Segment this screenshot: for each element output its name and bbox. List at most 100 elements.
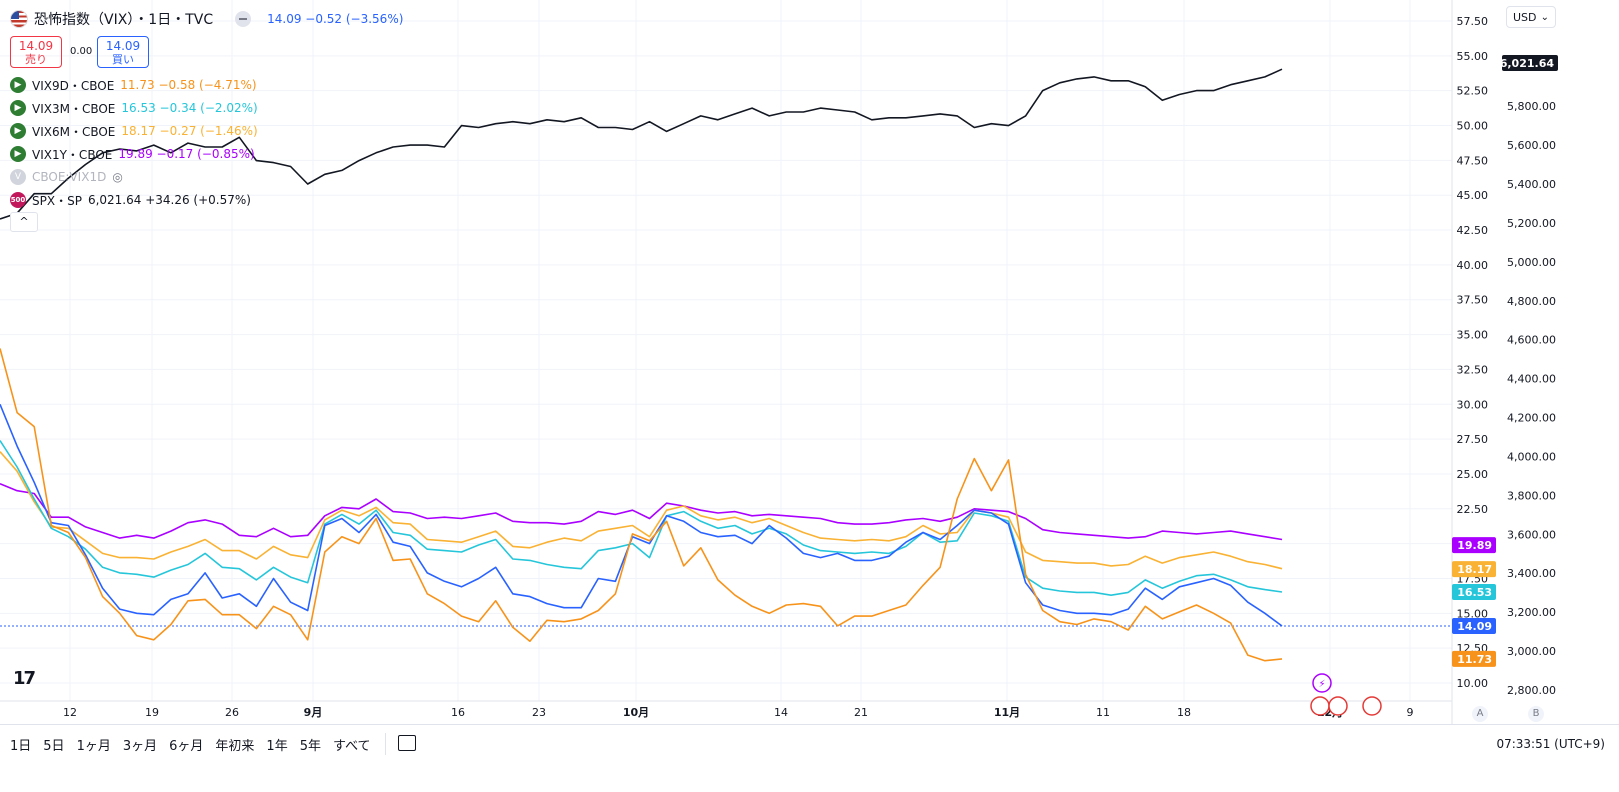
x-axis-label: 18 <box>1177 706 1191 719</box>
legend-name: CBOE:VIX1D <box>32 170 107 184</box>
legend-name: VIX6M・CBOE <box>32 124 116 139</box>
x-axis-label: 26 <box>225 706 239 719</box>
range-6m[interactable]: 6ヶ月 <box>169 739 204 754</box>
range-3m[interactable]: 3ヶ月 <box>122 739 158 754</box>
currency-select[interactable]: USD ⌄ <box>1506 6 1556 28</box>
right-price-axis: 5,800.00 5,600.00 5,400.00 5,200.00 5,000.00… <box>1507 100 1556 697</box>
legend-name: VIX3M・CBOE <box>32 101 116 116</box>
v-icon: V <box>10 169 26 185</box>
x-axis-label: 23 <box>532 706 546 719</box>
price-tag <box>1452 561 1496 578</box>
chart-grid <box>0 0 1452 701</box>
right-axis-label: 4,400.00 <box>1507 373 1556 386</box>
series-lines <box>0 68 1283 662</box>
left-axis-label: 32.50 <box>1457 363 1489 376</box>
left-axis-label: 30.00 <box>1457 398 1489 411</box>
sell-label: 売り <box>25 53 47 66</box>
x-axis-label: 9 <box>1407 706 1414 719</box>
range-all[interactable]: すべて <box>332 739 371 754</box>
price-tag-label: 18.17 <box>1457 563 1492 576</box>
play-icon: ▶ <box>10 77 26 93</box>
right-axis-label: 4,000.00 <box>1507 450 1556 463</box>
right-axis-label: 3,600.00 <box>1507 528 1556 541</box>
legend-name: SPX・SP <box>32 193 82 208</box>
right-axis-label: 5,200.00 <box>1507 217 1556 230</box>
price-tag <box>1502 55 1558 71</box>
price-tag-label: 19.89 <box>1457 539 1492 552</box>
x-axis-label: 14 <box>774 706 788 719</box>
left-axis-label: 25.00 <box>1457 468 1489 481</box>
sp500-icon: 500 <box>10 192 26 208</box>
series-line <box>0 403 1283 627</box>
legend-values: 18.17 −0.27 (−1.46%) <box>121 124 258 138</box>
left-axis-label: 55.00 <box>1457 50 1489 63</box>
left-axis-label: 45.00 <box>1457 189 1489 202</box>
price-tag-label: 16.53 <box>1457 586 1492 599</box>
range-buttons: 1日 5日 1ヶ月 3ヶ月 6ヶ月 年初来 1年 5年 すべて <box>10 735 371 754</box>
buy-label: 買い <box>112 53 134 66</box>
price-tag-label: 14.09 <box>1457 620 1492 633</box>
legend-values: 11.73 −0.58 (−4.71%) <box>120 78 257 92</box>
range-5d[interactable]: 5日 <box>43 739 65 754</box>
price-chart[interactable]: 57.50 55.00 52.50 50.00 47.50 45.00 42.50 40.00… <box>0 0 1619 724</box>
tradingview-logo[interactable]: 17 <box>13 668 36 689</box>
legend-values: 16.53 −0.34 (−2.02%) <box>121 101 258 115</box>
price-tag <box>1452 617 1496 634</box>
calendar-icon[interactable] <box>398 735 416 751</box>
range-ytd[interactable]: 年初来 <box>215 739 255 754</box>
price-axis <box>1452 0 1619 724</box>
legend-vix6m[interactable]: ▶ VIX6M・CBOE 18.17 −0.27 (−1.46%) <box>10 122 258 140</box>
price-tag <box>1452 650 1496 667</box>
x-axis-label: 12 <box>63 706 77 719</box>
hidden-eye-icon[interactable]: ◎ <box>112 170 123 184</box>
range-1m[interactable]: 1ヶ月 <box>76 739 111 754</box>
series-line <box>0 440 1283 597</box>
price-summary: 14.09 −0.52 (−3.56%) <box>267 12 404 26</box>
left-axis-label: 10.00 <box>1457 677 1489 690</box>
legend-vix9d[interactable]: ▶ VIX9D・CBOE 11.73 −0.58 (−4.71%) <box>10 76 257 94</box>
svg-text:⚡: ⚡ <box>1318 679 1325 690</box>
chart-header: 恐怖指数（VIX）・1日・TVC 14.09 −0.52 (−3.56%) <box>10 8 403 30</box>
auto-scale-button[interactable]: A <box>1472 706 1488 722</box>
legend-vix1y[interactable]: ▶ VIX1Y・CBOE 19.89 −0.17 (−0.85%) <box>10 145 255 163</box>
series-line <box>0 68 1283 220</box>
right-axis-label: 5,000.00 <box>1507 256 1556 269</box>
right-axis-label: 2,800.00 <box>1507 684 1556 697</box>
legend-vix1d[interactable]: V CBOE:VIX1D ◎ <box>10 168 123 186</box>
left-axis-label: 47.50 <box>1457 154 1489 167</box>
price-tags: 19.89 18.17 16.53 14.09 11.73 6,021.64 <box>1452 55 1558 667</box>
collapse-legend-button[interactable]: ^ <box>10 212 38 232</box>
range-5y[interactable]: 5年 <box>299 739 321 754</box>
left-axis-label: 22.50 <box>1457 503 1489 516</box>
clock[interactable]: 07:33:51 (UTC+9) <box>1496 737 1605 751</box>
buy-button[interactable]: 14.09 買い <box>97 36 149 68</box>
right-axis-label: 5,800.00 <box>1507 100 1556 113</box>
series-line <box>0 482 1283 541</box>
right-axis-label: 5,600.00 <box>1507 139 1556 152</box>
log-scale-button[interactable]: B <box>1528 706 1544 722</box>
range-1y[interactable]: 1年 <box>266 739 288 754</box>
left-axis-label: 52.50 <box>1457 85 1489 98</box>
event-markers: ⚡ <box>1310 673 1382 716</box>
legend-spx[interactable]: 500 SPX・SP 6,021.64 +34.26 (+0.57%) <box>10 191 251 209</box>
symbol-title[interactable]: 恐怖指数（VIX）・1日・TVC <box>34 12 214 28</box>
legend-vix3m[interactable]: ▶ VIX3M・CBOE 16.53 −0.34 (−2.02%) <box>10 99 258 117</box>
right-axis-label: 3,200.00 <box>1507 606 1556 619</box>
price-tag-label: 6,021.64 <box>1500 57 1555 70</box>
range-1d[interactable]: 1日 <box>10 739 32 754</box>
collapse-header-icon[interactable] <box>235 11 252 27</box>
us-flag-icon <box>10 10 28 28</box>
left-axis-label: 50.00 <box>1457 120 1489 133</box>
sell-button[interactable]: 14.09 売り <box>10 36 62 68</box>
price-tag-label: 11.73 <box>1457 653 1492 666</box>
play-icon: ▶ <box>10 100 26 116</box>
left-axis-label: 27.50 <box>1457 433 1489 446</box>
chevron-up-icon: ^ <box>19 215 29 228</box>
right-axis-label: 3,800.00 <box>1507 489 1556 502</box>
x-axis-label: 11月 <box>994 706 1020 719</box>
currency-label: USD <box>1513 11 1537 24</box>
right-axis-label: 4,200.00 <box>1507 412 1556 425</box>
right-axis-label: 4,800.00 <box>1507 295 1556 308</box>
right-axis-label: 4,600.00 <box>1507 334 1556 347</box>
legend-values: 19.89 −0.17 (−0.85%) <box>118 147 255 161</box>
